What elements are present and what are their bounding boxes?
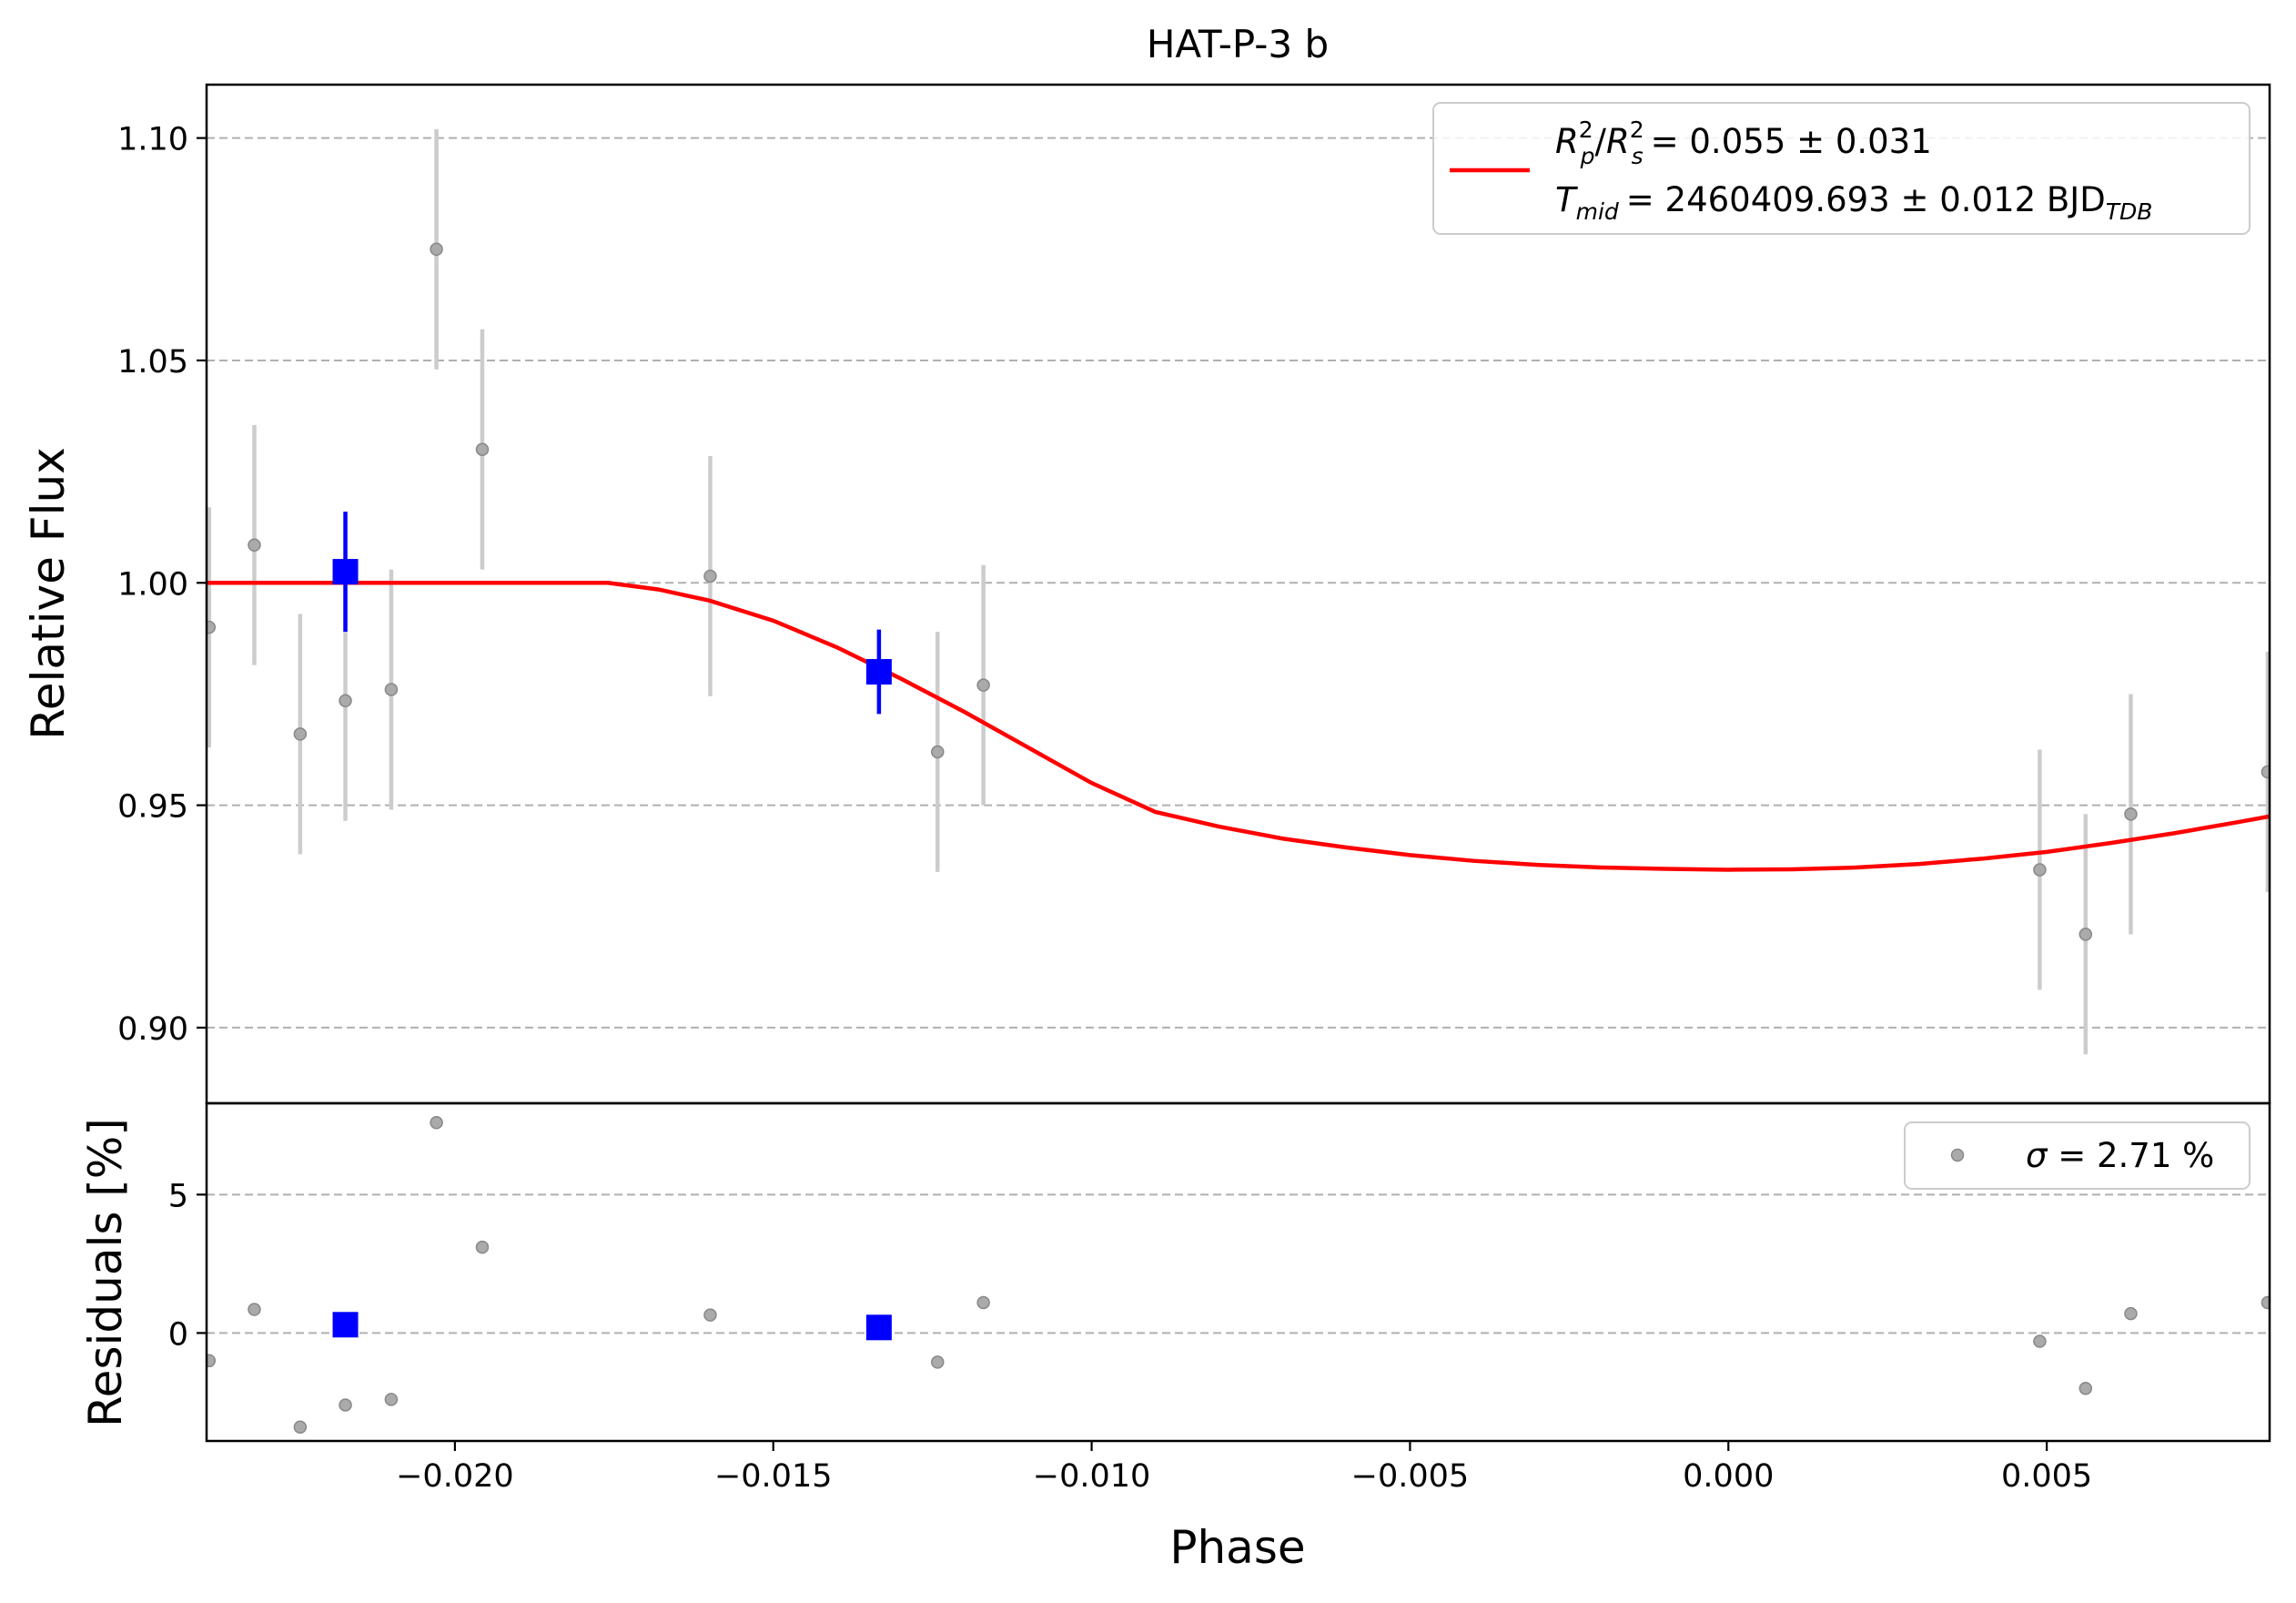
data-point [430, 242, 443, 257]
legend-residual-marker [1950, 1148, 1965, 1162]
main-legend: R2 p/R2 s = 0.055 ± 0.031 Tmid = 2460409.693… [1432, 102, 2250, 235]
residual-point [930, 1355, 945, 1369]
data-point [976, 678, 990, 692]
residual-point [2033, 1334, 2047, 1348]
residual-axes-frame [205, 1101, 2271, 1443]
data-point [930, 745, 945, 759]
residual-point [2124, 1306, 2138, 1321]
residual-point [430, 1116, 443, 1130]
residual-legend: σ = 2.71 % [1904, 1121, 2250, 1190]
data-point [207, 620, 217, 634]
data-point [2079, 928, 2093, 941]
residual-point [384, 1393, 399, 1406]
residual-point [475, 1240, 490, 1254]
data-point [2033, 863, 2047, 877]
residual-y-ticks: 05 [168, 1178, 207, 1353]
residual-point [703, 1308, 717, 1322]
x-tick-label: 0.000 [1683, 1458, 1774, 1495]
data-point [703, 569, 717, 583]
x-ticks: −0.020 −0.015 −0.010 −0.005 0.000 0.005 [396, 1441, 2092, 1495]
residual-point [976, 1295, 990, 1310]
binned-point [865, 659, 892, 685]
main-y-tick-label: 1.00 [117, 566, 188, 603]
residual-point [339, 1398, 352, 1412]
transit-model-line [207, 581, 2270, 872]
residual-plot-area [207, 1116, 2270, 1435]
x-tick-label: −0.010 [1033, 1458, 1151, 1495]
main-y-tick-label: 0.90 [117, 1011, 188, 1048]
data-point [475, 442, 490, 456]
residual-binned-points [332, 1312, 892, 1341]
legend-tmid-label: Tmid = 2460409.693 ± 0.012 BJDTDB [1555, 180, 2152, 225]
residual-legend-box [1904, 1121, 2250, 1190]
residual-y-tick-label: 5 [168, 1178, 188, 1214]
binned-point [332, 559, 359, 585]
main-y-ticks: 0.90 0.95 1.00 1.05 1.10 [117, 122, 207, 1048]
residual-binned-point [865, 1314, 892, 1341]
data-point [248, 538, 261, 552]
residual-points [207, 1116, 2270, 1435]
data-point [2124, 807, 2138, 821]
residual-y-tick-label: 0 [168, 1316, 188, 1353]
x-tick-label: −0.020 [396, 1458, 514, 1495]
main-legend-box [1432, 102, 2250, 235]
data-point [339, 694, 352, 708]
residual-point [207, 1354, 217, 1368]
data-point [2261, 765, 2270, 779]
binned-points [332, 512, 892, 715]
data-points [207, 242, 2270, 941]
residual-point [2079, 1381, 2093, 1395]
x-axis-label: Phase [1169, 1521, 1305, 1574]
main-y-tick-label: 0.95 [117, 789, 188, 826]
residual-binned-point [332, 1312, 359, 1338]
x-tick-label: −0.005 [1351, 1458, 1470, 1495]
legend-depth-label: R2 p/R2 s = 0.055 ± 0.031 [1555, 117, 1932, 169]
residual-point [248, 1303, 261, 1316]
light-curve-panel: 0.90 0.95 1.00 1.05 1.10 Relative Flux R2 p/R… [22, 83, 2271, 1105]
chart-title: HAT-P-3 b [1147, 22, 1329, 66]
main-y-tick-label: 1.10 [117, 122, 188, 158]
legend-sigma-label: σ = 2.71 % [2026, 1136, 2214, 1175]
data-point [384, 683, 399, 696]
residual-point [2261, 1295, 2270, 1310]
x-tick-label: −0.015 [714, 1458, 833, 1495]
residual-y-axis-label: Residuals [%] [79, 1118, 132, 1427]
residual-point [293, 1420, 308, 1435]
x-tick-label: 0.005 [2001, 1458, 2092, 1495]
main-plot-area [207, 128, 2270, 1055]
data-point [293, 727, 308, 741]
main-y-tick-label: 1.05 [117, 344, 188, 380]
main-y-axis-label: Relative Flux [22, 447, 75, 739]
residuals-panel: 05 −0.020 −0.015 −0.010 −0.005 0.000 0.005 Re… [79, 1101, 2271, 1574]
